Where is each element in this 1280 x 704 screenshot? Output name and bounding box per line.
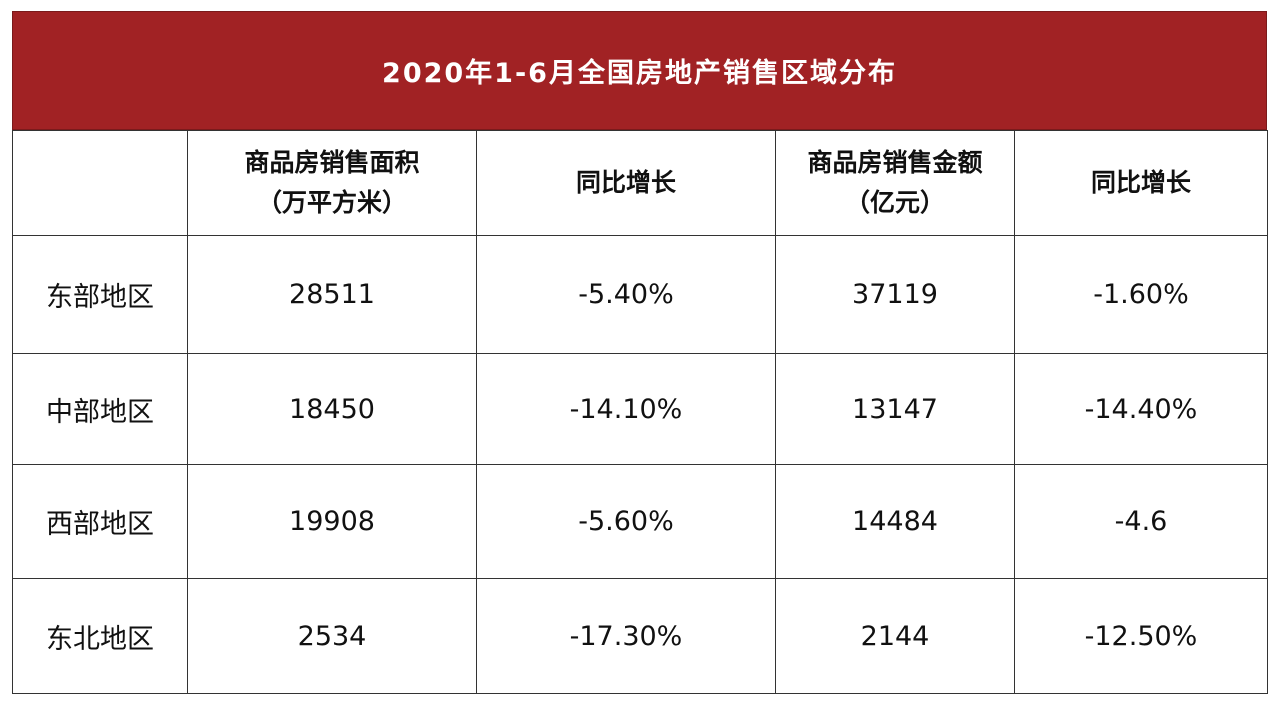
cell-sales-amount: 37119: [775, 235, 1015, 354]
header-row: 商品房销售面积 （万平方米） 同比增长 商品房销售金额 （亿元） 同比增长: [12, 130, 1268, 236]
cell-sales-area: 19908: [187, 464, 477, 579]
header-sales-area-label: 商品房销售面积: [244, 148, 420, 177]
cell-sales-area: 2534: [187, 578, 477, 694]
header-sales-area-unit: （万平方米）: [256, 188, 407, 217]
cell-sales-area: 28511: [187, 235, 477, 354]
table-grid: 商品房销售面积 （万平方米） 同比增长 商品房销售金额 （亿元） 同比增长 东部…: [12, 130, 1268, 694]
cell-region: 东部地区: [12, 235, 188, 354]
header-cell-area-growth: 同比增长: [476, 130, 776, 236]
header-amount-growth-label: 同比增长: [1090, 168, 1191, 197]
header-sales-amount-label: 商品房销售金额: [807, 148, 983, 177]
header-cell-region: [12, 130, 188, 236]
header-cell-sales-area: 商品房销售面积 （万平方米）: [187, 130, 477, 236]
cell-sales-area: 18450: [187, 353, 477, 465]
cell-amount-growth: -4.6: [1014, 464, 1268, 579]
table-row: 中部地区 18450 -14.10% 13147 -14.40%: [12, 353, 1268, 465]
cell-area-growth: -17.30%: [476, 578, 776, 694]
header-area-growth-label: 同比增长: [575, 168, 676, 197]
data-table: 2020年1-6月全国房地产销售区域分布 商品房销售面积 （万平方米） 同比增长: [12, 11, 1268, 694]
cell-area-growth: -14.10%: [476, 353, 776, 465]
header-sales-amount-unit: （亿元）: [844, 188, 945, 217]
table-row: 东北地区 2534 -17.30% 2144 -12.50%: [12, 578, 1268, 694]
table-row: 西部地区 19908 -5.60% 14484 -4.6: [12, 464, 1268, 579]
cell-sales-amount: 2144: [775, 578, 1015, 694]
cell-region: 西部地区: [12, 464, 188, 579]
cell-area-growth: -5.40%: [476, 235, 776, 354]
cell-amount-growth: -14.40%: [1014, 353, 1268, 465]
cell-sales-amount: 14484: [775, 464, 1015, 579]
table-title: 2020年1-6月全国房地产销售区域分布: [12, 11, 1267, 130]
cell-amount-growth: -12.50%: [1014, 578, 1268, 694]
cell-area-growth: -5.60%: [476, 464, 776, 579]
cell-region: 中部地区: [12, 353, 188, 465]
cell-sales-amount: 13147: [775, 353, 1015, 465]
cell-region: 东北地区: [12, 578, 188, 694]
header-cell-amount-growth: 同比增长: [1014, 130, 1268, 236]
header-cell-sales-amount: 商品房销售金额 （亿元）: [775, 130, 1015, 236]
cell-amount-growth: -1.60%: [1014, 235, 1268, 354]
table-row: 东部地区 28511 -5.40% 37119 -1.60%: [12, 235, 1268, 354]
